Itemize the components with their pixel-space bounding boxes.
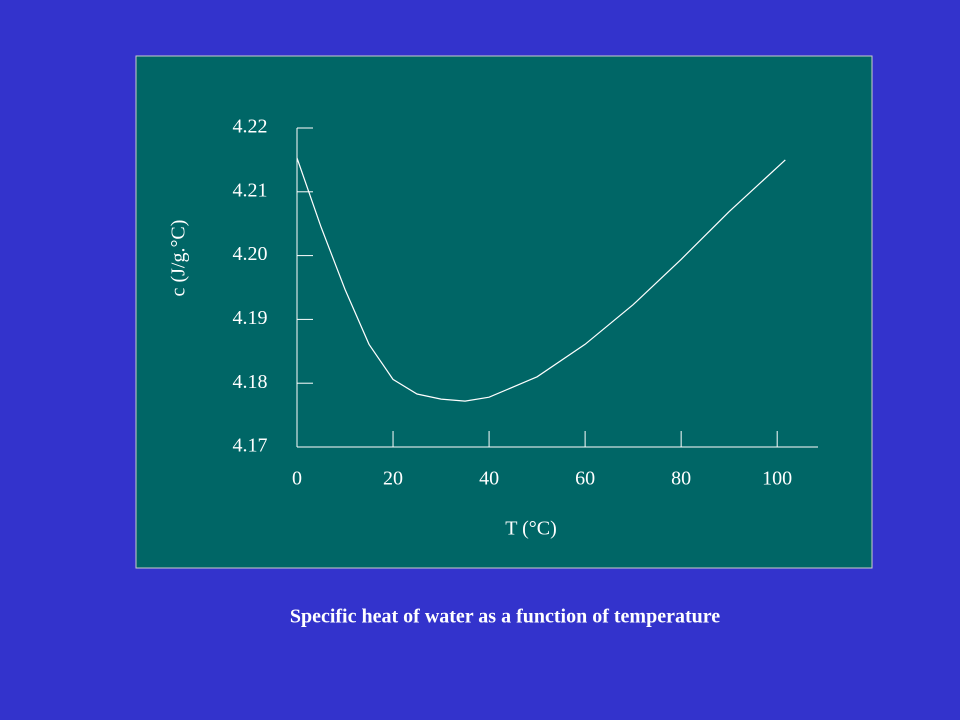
x-tick-label: 60: [575, 468, 595, 490]
y-tick-label: 4.21: [233, 179, 268, 201]
y-tick-label: 4.18: [233, 371, 268, 393]
y-tick-label: 4.19: [233, 307, 268, 329]
x-tick-label: 80: [671, 468, 691, 490]
chart-panel: [135, 55, 873, 569]
x-tick-label: 0: [292, 468, 302, 490]
y-axis-label: c (J/g.°C): [168, 220, 190, 297]
y-tick-label: 4.17: [233, 435, 268, 457]
x-axis-label: T (°C): [505, 518, 557, 540]
data-line: [296, 157, 786, 402]
y-tick-label: 4.20: [233, 243, 268, 265]
y-tick-label: 4.22: [233, 116, 268, 138]
x-tick-label: 20: [383, 468, 403, 490]
x-tick-label: 40: [479, 468, 499, 490]
x-tick-label: 100: [762, 468, 792, 490]
slide-title: Specific heat of water as a function of …: [290, 606, 720, 628]
